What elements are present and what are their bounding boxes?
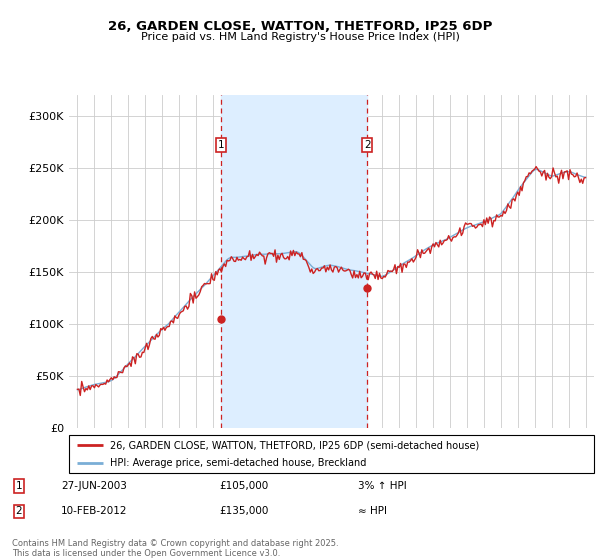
Text: 10-FEB-2012: 10-FEB-2012 [61, 506, 127, 516]
Text: HPI: Average price, semi-detached house, Breckland: HPI: Average price, semi-detached house,… [110, 458, 367, 468]
Text: 2: 2 [364, 140, 371, 150]
Bar [221, 95, 367, 428]
Text: 2: 2 [16, 506, 22, 516]
Text: 3% ↑ HPI: 3% ↑ HPI [358, 481, 406, 491]
Text: 26, GARDEN CLOSE, WATTON, THETFORD, IP25 6DP: 26, GARDEN CLOSE, WATTON, THETFORD, IP25… [108, 20, 492, 32]
Text: 1: 1 [16, 481, 22, 491]
Text: £135,000: £135,000 [220, 506, 269, 516]
Text: 1: 1 [218, 140, 224, 150]
Text: Price paid vs. HM Land Registry's House Price Index (HPI): Price paid vs. HM Land Registry's House … [140, 32, 460, 43]
Text: 26, GARDEN CLOSE, WATTON, THETFORD, IP25 6DP (semi-detached house): 26, GARDEN CLOSE, WATTON, THETFORD, IP25… [110, 440, 479, 450]
Text: Contains HM Land Registry data © Crown copyright and database right 2025.
This d: Contains HM Land Registry data © Crown c… [12, 539, 338, 558]
Text: 27-JUN-2003: 27-JUN-2003 [61, 481, 127, 491]
Text: ≈ HPI: ≈ HPI [358, 506, 386, 516]
FancyBboxPatch shape [69, 435, 594, 473]
Text: £105,000: £105,000 [220, 481, 269, 491]
